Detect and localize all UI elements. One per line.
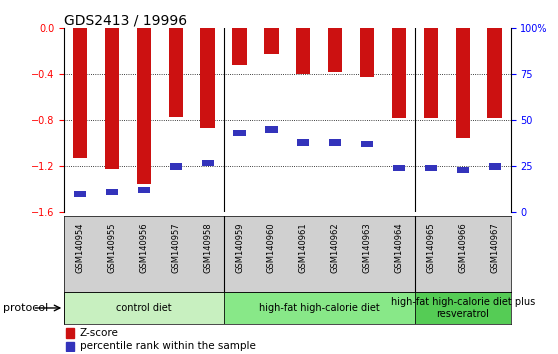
- Text: GSM140962: GSM140962: [331, 222, 340, 273]
- Text: percentile rank within the sample: percentile rank within the sample: [80, 341, 256, 352]
- Bar: [328, 28, 343, 72]
- Text: GSM140958: GSM140958: [203, 222, 212, 273]
- Bar: [106, 189, 118, 195]
- Bar: [264, 28, 278, 54]
- Bar: [425, 165, 437, 171]
- Text: protocol: protocol: [3, 303, 48, 313]
- Bar: [66, 342, 74, 351]
- Bar: [74, 191, 86, 197]
- Bar: [393, 165, 405, 171]
- Text: GSM140961: GSM140961: [299, 222, 308, 273]
- Text: control diet: control diet: [116, 303, 172, 313]
- Bar: [233, 130, 246, 136]
- Bar: [297, 139, 309, 145]
- Bar: [64, 292, 224, 324]
- Bar: [105, 28, 119, 169]
- Text: high-fat high-calorie diet: high-fat high-calorie diet: [259, 303, 379, 313]
- Text: GSM140966: GSM140966: [458, 222, 467, 273]
- Text: GSM140967: GSM140967: [490, 222, 499, 273]
- Text: GSM140964: GSM140964: [395, 222, 403, 273]
- Bar: [455, 28, 470, 138]
- Bar: [232, 28, 247, 65]
- Bar: [137, 28, 151, 184]
- Bar: [73, 28, 87, 158]
- Bar: [424, 28, 438, 118]
- Text: GSM140954: GSM140954: [76, 222, 85, 273]
- Bar: [296, 28, 310, 74]
- Text: Z-score: Z-score: [80, 328, 119, 338]
- Bar: [265, 126, 277, 133]
- Text: GSM140959: GSM140959: [235, 222, 244, 273]
- Bar: [224, 292, 415, 324]
- Text: GSM140955: GSM140955: [108, 222, 117, 273]
- Text: GSM140957: GSM140957: [171, 222, 180, 273]
- Bar: [201, 160, 214, 166]
- Text: GSM140965: GSM140965: [426, 222, 435, 273]
- Bar: [488, 28, 502, 118]
- Bar: [360, 28, 374, 77]
- Bar: [66, 329, 74, 338]
- Text: high-fat high-calorie diet plus
resveratrol: high-fat high-calorie diet plus resverat…: [391, 297, 535, 319]
- Bar: [329, 139, 341, 145]
- Bar: [170, 163, 182, 170]
- Bar: [488, 163, 501, 170]
- Text: GSM140956: GSM140956: [140, 222, 148, 273]
- Bar: [415, 292, 511, 324]
- Text: GSM140963: GSM140963: [363, 222, 372, 273]
- Bar: [456, 167, 469, 173]
- Text: GDS2413 / 19996: GDS2413 / 19996: [64, 13, 187, 27]
- Bar: [200, 28, 215, 129]
- Bar: [169, 28, 183, 117]
- Bar: [392, 28, 406, 118]
- Bar: [138, 187, 150, 194]
- Text: GSM140960: GSM140960: [267, 222, 276, 273]
- Bar: [361, 141, 373, 148]
